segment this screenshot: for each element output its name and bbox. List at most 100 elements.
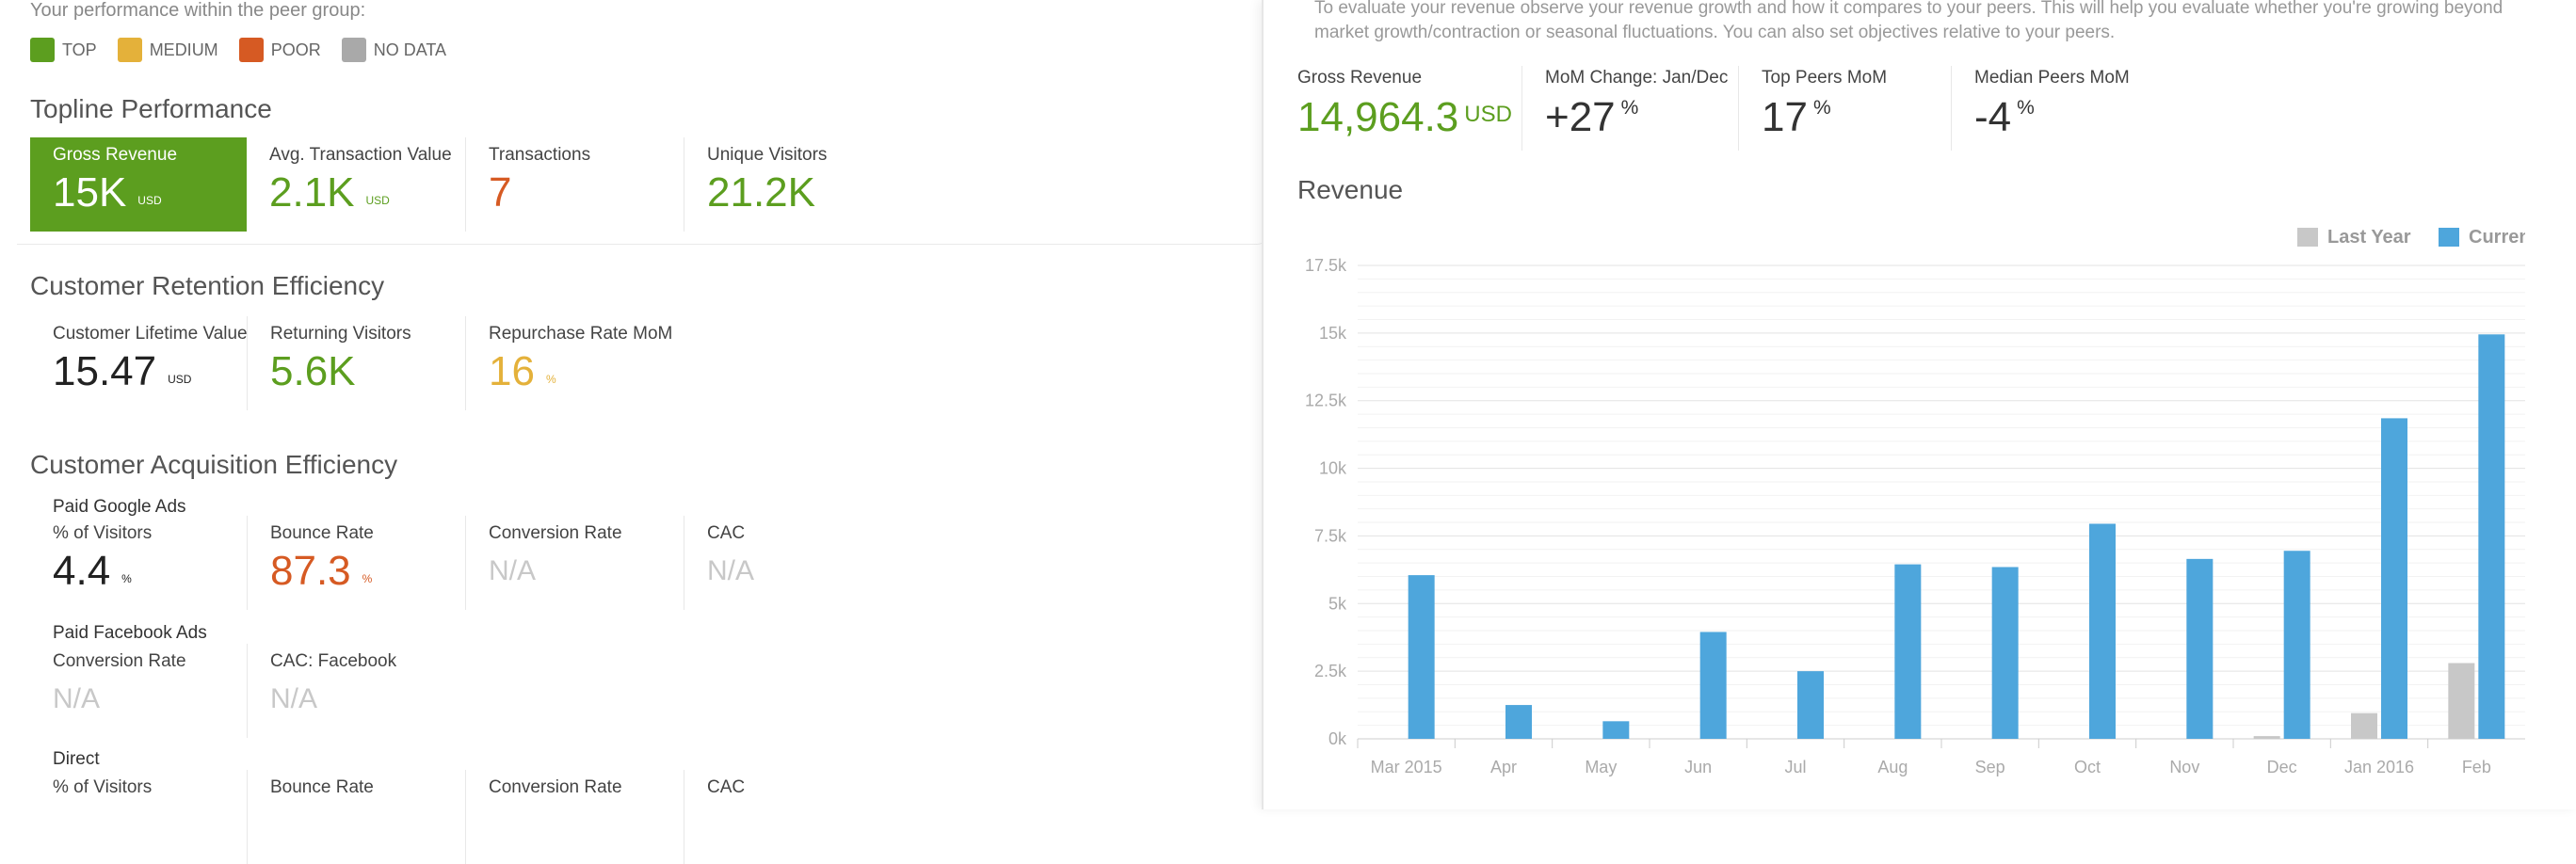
metric-unit: USD [365,194,390,207]
metric-label: CAC [707,523,746,543]
x-tick-label: Sep [1975,758,2005,776]
metric-facebook-conversion-rate[interactable]: Conversion Rate N/A [30,644,247,738]
kpi-value: 17% [1762,94,1831,141]
y-tick-label: 7.5k [1314,526,1347,545]
metric-value: 15.47 USD [53,348,191,395]
metric-unit: % [121,572,132,585]
kpi-unit: % [1620,97,1639,119]
metric-repurchase-rate[interactable]: Repurchase Rate MoM 16% [465,316,683,410]
bar-current [1894,564,1922,739]
metric-unit: % [362,572,373,585]
bar-current [1602,721,1630,739]
metric-label: Bounce Rate [270,523,374,543]
metric-transactions[interactable]: Transactions 7 [465,137,683,232]
legend-label-current: Current [2469,227,2525,248]
kpi-gross-revenue: Gross Revenue 14,964.3 USD [1275,66,1520,151]
google-ads-title: Paid Google Ads [53,497,186,517]
performance-legend: TOP MEDIUM POOR NO DATA [30,38,467,62]
legend-label-last-year: Last Year [2327,227,2411,248]
y-tick-label: 0k [1328,729,1347,748]
metric-label: % of Visitors [53,523,153,543]
metric-direct-conversion-rate[interactable]: Conversion Rate [465,770,683,864]
facebook-ads-title: Paid Facebook Ads [53,623,207,643]
legend-swatch-current [2439,228,2459,247]
metric-unit: USD [168,373,192,386]
bar-current [1408,575,1435,739]
bar-current [2089,523,2116,739]
kpi-value: 14,964.3 USD [1297,94,1512,141]
kpi-number: +27 [1545,94,1616,140]
legend-swatch-medium [117,38,142,62]
y-tick-label: 15k [1319,324,1347,343]
metric-value: 4.4% [53,548,132,595]
metric-direct-bounce-rate[interactable]: Bounce Rate [247,770,464,864]
metric-google-cac[interactable]: CAC N/A [684,516,901,610]
metric-label: Customer Lifetime Value [53,324,248,344]
kpi-label: Median Peers MoM [1974,68,2130,88]
metric-number: 2.1K [269,169,355,216]
peer-group-title: Your performance within the peer group: [30,0,366,21]
metric-avg-transaction-value[interactable]: Avg. Transaction Value 2.1K USD [247,137,463,232]
bar-current [2186,558,2214,739]
kpi-median-peers-mom: Median Peers MoM -4% [1951,66,2197,151]
legend-poor: POOR [238,38,321,62]
metric-google-bounce-rate[interactable]: Bounce Rate 87.3% [247,516,464,610]
metric-customer-lifetime-value[interactable]: Customer Lifetime Value 15.47 USD [30,316,248,410]
kpi-number: -4 [1974,94,2012,140]
metric-label: Conversion Rate [489,777,622,797]
metric-unit: USD [137,194,162,207]
metric-label: Returning Visitors [270,324,411,344]
performance-panel: Your performance within the peer group: … [0,0,1270,864]
retention-title: Customer Retention Efficiency [30,271,385,300]
metric-value: N/A [707,555,755,586]
metric-value: N/A [489,555,537,586]
metric-number: 4.4 [53,548,111,594]
metric-value: N/A [270,683,318,714]
y-tick-label: 5k [1328,594,1347,613]
metric-direct-visitors[interactable]: % of Visitors [30,770,247,864]
metric-label: Repurchase Rate MoM [489,324,673,344]
bar-current [1797,671,1824,739]
direct-title: Direct [53,749,100,769]
metric-label: % of Visitors [53,777,153,797]
metric-returning-visitors[interactable]: Returning Visitors 5.6K [247,316,464,410]
metric-number: 87.3 [270,548,351,594]
legend-top: TOP [30,38,97,62]
legend-label: MEDIUM [149,40,218,59]
bar-current [2381,418,2407,739]
legend-swatch-last-year [2297,228,2318,247]
kpi-mom-change: MoM Change: Jan/Dec +27% [1521,66,1737,151]
legend-label: NO DATA [373,40,447,59]
metric-direct-cac[interactable]: CAC [684,770,901,864]
y-tick-label: 17.5k [1305,256,1347,275]
metric-google-conversion-rate[interactable]: Conversion Rate N/A [465,516,683,610]
bar-last-year [2253,736,2280,739]
kpi-label: Gross Revenue [1297,68,1423,88]
metric-label: Conversion Rate [53,651,186,671]
legend-swatch-poor [238,38,264,62]
x-tick-label: Oct [2074,758,2101,776]
metric-google-visitors[interactable]: % of Visitors 4.4% [30,516,247,610]
legend-no-data: NO DATA [341,38,447,62]
metric-unique-visitors[interactable]: Unique Visitors 21.2K [684,137,901,232]
legend-swatch-no-data [341,38,366,62]
metric-facebook-cac[interactable]: CAC: Facebook N/A [247,644,464,738]
revenue-chart-title: Revenue [1297,175,1404,204]
bar-current [2478,334,2505,739]
metric-value: 21.2K [707,169,815,216]
kpi-unit: USD [1464,102,1512,127]
topline-title: Topline Performance [30,94,272,123]
bar-last-year [2351,712,2377,739]
legend-label: POOR [270,40,321,59]
metric-value: 7 [489,169,512,216]
metric-gross-revenue[interactable]: Gross Revenue 15K USD [30,137,247,232]
x-tick-label: Aug [1877,758,1908,776]
x-tick-label: Dec [2267,758,2297,776]
kpi-top-peers-mom: Top Peers MoM 17% [1738,66,1952,151]
x-tick-label: Jan 2016 [2344,758,2414,776]
y-tick-label: 12.5k [1305,392,1347,410]
revenue-chart: 0k 2.5k 5k 7.5k 10k 12.5k 15k 17.5k Mar 2015 Apr M… [1305,227,2525,776]
kpi-number: 14,964.3 [1297,94,1459,140]
x-tick-label: Apr [1490,758,1517,776]
revenue-panel: To evaluate your revenue observe your re… [1262,0,2576,809]
